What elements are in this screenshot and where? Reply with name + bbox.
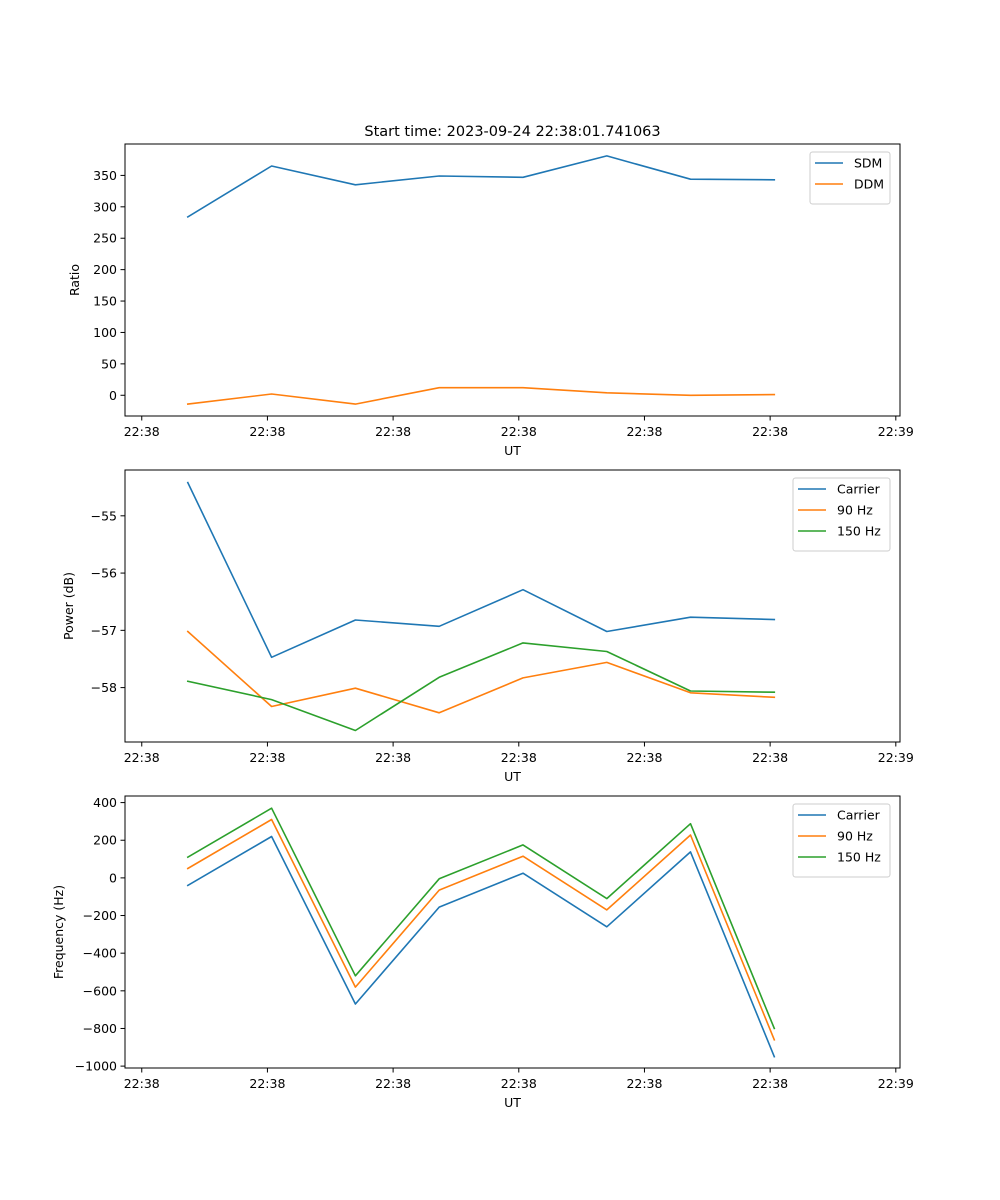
x-tick-label: 22:38 [124,424,160,439]
x-axis-label: UT [504,1095,521,1110]
x-tick-label: 22:38 [249,1076,285,1091]
legend: Carrier 90 Hz 150 Hz [792,803,891,878]
y-tick-label: 100 [93,325,117,340]
y-tick-label: 0 [109,388,117,403]
y-tick-label: 200 [93,262,117,277]
y-tick-label: −800 [83,1021,117,1036]
legend-label: 90 Hz [837,829,873,844]
y-tick-label: 250 [93,231,117,246]
legend-label: 150 Hz [837,524,881,539]
series-line-ddm [186,386,776,405]
x-tick-label: 22:38 [124,750,160,765]
y-tick-label: 400 [93,795,117,810]
legend-label: 150 Hz [837,850,881,865]
x-tick-label: 22:38 [626,750,662,765]
y-tick-label: −1000 [75,1059,117,1074]
series-line-150-hz [186,642,776,732]
x-tick-label: 22:38 [375,424,411,439]
chart-title: Start time: 2023-09-24 22:38:01.741063 [364,124,660,140]
chart-panel-3: 22:38 22:38 22:38 22:38 22:38 22:38 22:39 −1000… [51,795,914,1110]
x-axis-label: UT [504,769,521,784]
legend-label: Carrier [837,808,881,823]
y-tick-label: −600 [83,983,117,998]
x-axis-label: UT [504,443,521,458]
series-line-carrier [186,481,776,659]
legend-box [809,151,891,205]
x-tick-label: 22:38 [501,424,537,439]
x-tick-label: 22:38 [249,750,285,765]
y-tick-label: 0 [109,870,117,885]
series-line-150-hz [186,807,776,1030]
series-line-sdm [186,155,776,218]
x-tick-label: 22:38 [375,1076,411,1091]
legend-box [792,477,891,552]
legend-box [792,803,891,878]
x-tick-label: 22:38 [501,1076,537,1091]
axes-frame [124,469,901,743]
y-tick-label: 200 [93,833,117,848]
axes-frame [124,143,901,417]
x-tick-label: 22:38 [626,424,662,439]
legend: SDM DDM [809,151,891,205]
series-line-90-hz [186,818,776,1041]
x-tick-label: 22:39 [878,1076,914,1091]
y-axis-label: Power (dB) [61,572,76,640]
y-axis-label: Ratio [67,264,82,296]
x-tick-label: 22:39 [878,750,914,765]
x-tick-label: 22:38 [752,1076,788,1091]
y-tick-label: −57 [91,623,117,638]
legend-label: 90 Hz [837,503,873,518]
x-tick-label: 22:38 [501,750,537,765]
series-line-carrier [186,835,776,1058]
y-tick-label: 150 [93,294,117,309]
series-line-90-hz [186,630,776,714]
y-tick-label: 300 [93,199,117,214]
chart-panel-2: 22:38 22:38 22:38 22:38 22:38 22:38 22:39 −58 −5… [61,469,914,784]
y-tick-label: −400 [83,946,117,961]
x-tick-label: 22:38 [626,1076,662,1091]
y-tick-label: −56 [91,566,117,581]
y-tick-label: 50 [101,356,117,371]
axes-frame [124,795,901,1069]
x-tick-label: 22:38 [752,424,788,439]
y-tick-label: −200 [83,908,117,923]
y-tick-label: 350 [93,168,117,183]
y-tick-label: −58 [91,680,117,695]
legend: Carrier 90 Hz 150 Hz [792,477,891,552]
y-tick-label: −55 [91,508,117,523]
chart-panel-1: Start time: 2023-09-24 22:38:01.741063 22… [67,124,914,458]
legend-label: SDM [854,156,882,171]
x-tick-label: 22:38 [752,750,788,765]
x-tick-label: 22:38 [124,1076,160,1091]
legend-label: DDM [854,177,884,192]
legend-label: Carrier [837,482,881,497]
x-tick-label: 22:38 [375,750,411,765]
x-tick-label: 22:39 [878,424,914,439]
y-axis-label: Frequency (Hz) [51,885,66,979]
x-tick-label: 22:38 [249,424,285,439]
